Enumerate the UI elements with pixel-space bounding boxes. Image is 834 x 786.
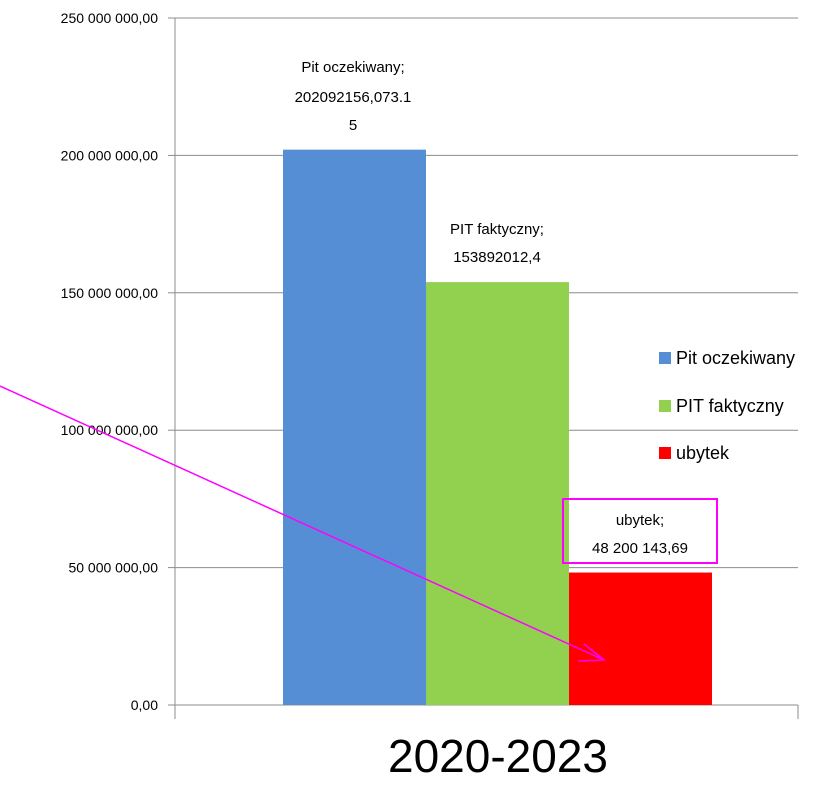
y-tick-label: 250 000 000,00 — [61, 10, 159, 26]
data-labels: Pit oczekiwany; 202092156,073.1 5 PIT fakty… — [295, 59, 688, 557]
y-tick-label: 100 000 000,00 — [61, 422, 159, 438]
legend-label: PIT faktyczny — [676, 396, 784, 416]
x-category-label: 2020-2023 — [388, 730, 608, 782]
data-label: PIT faktyczny; — [450, 221, 544, 238]
bars — [283, 149, 712, 705]
legend-swatch — [659, 400, 671, 412]
y-tick-labels: 0,00 50 000 000,00 100 000 000,00 150 000 0… — [61, 10, 159, 713]
arrow-line — [0, 385, 605, 661]
data-label: 153892012,4 — [453, 249, 541, 266]
data-label: 202092156,073.1 — [295, 89, 412, 106]
highlight-box — [562, 498, 718, 564]
legend-swatch — [659, 447, 671, 459]
legend: Pit oczekiwany PIT faktyczny ubytek — [659, 348, 795, 463]
data-label: Pit oczekiwany; — [301, 59, 404, 76]
legend-swatch — [659, 352, 671, 364]
y-tick-label: 0,00 — [131, 697, 158, 713]
bar-ubytek — [569, 572, 712, 705]
y-tick-label: 150 000 000,00 — [61, 285, 159, 301]
bar-pit-faktyczny — [426, 282, 569, 705]
bar-pit-oczekiwany — [283, 149, 426, 705]
y-tick-label: 200 000 000,00 — [61, 147, 159, 163]
arrow-head — [577, 643, 607, 662]
y-tick-label: 50 000 000,00 — [68, 560, 158, 576]
legend-label: Pit oczekiwany — [676, 348, 795, 368]
data-label: ubytek; — [616, 512, 664, 529]
data-label: 5 — [349, 117, 357, 134]
legend-label: ubytek — [676, 443, 730, 463]
annotation — [0, 385, 718, 662]
data-label: 48 200 143,69 — [592, 540, 688, 557]
